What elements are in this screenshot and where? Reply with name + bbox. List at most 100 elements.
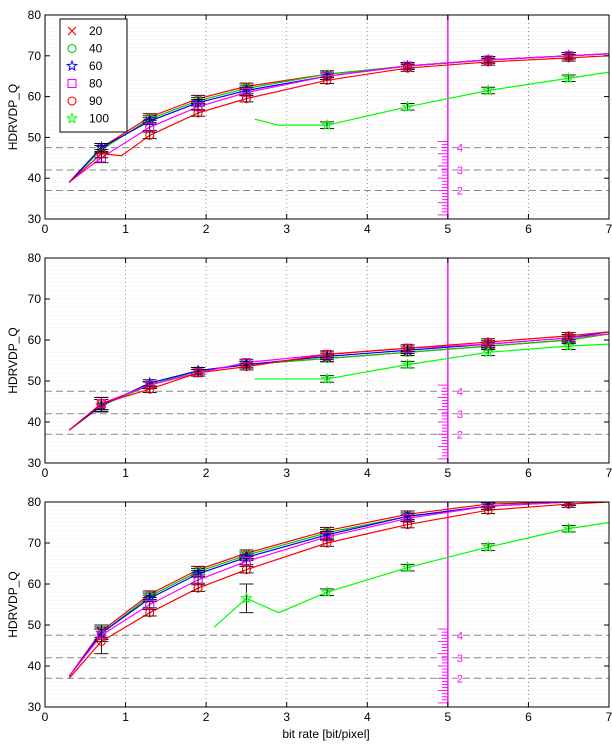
x-tick-label: 2 bbox=[203, 466, 210, 480]
x-tick-label: 6 bbox=[525, 710, 532, 724]
x-tick-label: 5 bbox=[445, 466, 452, 480]
series-100 bbox=[213, 521, 609, 628]
data-point-90 bbox=[322, 75, 332, 85]
data-point-90 bbox=[322, 349, 332, 359]
data-point-100 bbox=[562, 522, 575, 534]
data-point-90 bbox=[193, 368, 203, 378]
x-tick-label: 7 bbox=[606, 222, 612, 236]
x-tick-label: 7 bbox=[606, 710, 612, 724]
axes-frame bbox=[44, 501, 610, 708]
data-point-90 bbox=[96, 149, 106, 159]
y-tick-label: 30 bbox=[28, 456, 42, 470]
x-tick-label: 5 bbox=[445, 710, 452, 724]
data-point-100 bbox=[320, 372, 334, 385]
reference-label-3: 3 bbox=[457, 653, 463, 665]
y-tick-label: 70 bbox=[28, 536, 42, 550]
data-point-90 bbox=[145, 384, 155, 394]
y-tick-label: 70 bbox=[28, 49, 42, 63]
y-tick-label: 60 bbox=[28, 333, 42, 347]
x-tick-label: 7 bbox=[606, 466, 612, 480]
x-tick-label: 3 bbox=[283, 222, 290, 236]
data-point-100 bbox=[320, 118, 334, 131]
series-line-100 bbox=[254, 343, 609, 380]
legend-label-100: 100 bbox=[89, 112, 109, 126]
series-90 bbox=[68, 53, 609, 183]
data-point-90 bbox=[145, 608, 155, 618]
x-tick-label: 0 bbox=[42, 710, 49, 724]
reference-label-2: 2 bbox=[457, 673, 463, 685]
data-point-90 bbox=[96, 636, 106, 646]
y-tick-label: 40 bbox=[28, 659, 42, 673]
data-point-100 bbox=[401, 100, 414, 113]
x-tick-label: 2 bbox=[203, 222, 210, 236]
reference-label-4: 4 bbox=[457, 143, 463, 155]
chart-panel-3: 4 3 2 0 1 2 3 4 5 6 7 30 40 50 60 70 80 HDRVDP_Q bbox=[6, 495, 612, 724]
x-tick-label: 4 bbox=[364, 222, 371, 236]
data-point-90 bbox=[193, 583, 203, 593]
x-tick-label: 5 bbox=[445, 222, 452, 236]
series-line-100 bbox=[213, 521, 609, 628]
legend-marker-40 bbox=[67, 43, 77, 54]
reference-label-4: 4 bbox=[457, 630, 463, 642]
reference-label-3: 3 bbox=[457, 165, 463, 177]
legend-label-20: 20 bbox=[89, 24, 103, 38]
legend-label-60: 60 bbox=[89, 59, 103, 73]
y-tick-label: 70 bbox=[28, 292, 42, 306]
series-line-80 bbox=[68, 53, 609, 183]
legend-label-40: 40 bbox=[89, 42, 103, 56]
reference-label-2: 2 bbox=[457, 185, 463, 197]
y-axis-label: HDRVDP_Q bbox=[6, 327, 20, 393]
data-point-100 bbox=[562, 71, 575, 84]
series-line-80 bbox=[68, 333, 609, 431]
data-point-100 bbox=[562, 339, 575, 352]
y-tick-label: 80 bbox=[28, 495, 42, 509]
y-tick-label: 30 bbox=[28, 700, 42, 714]
data-point-90 bbox=[403, 519, 413, 530]
x-tick-label: 1 bbox=[122, 710, 129, 724]
legend-marker-100 bbox=[65, 112, 79, 124]
data-point-90 bbox=[403, 63, 413, 73]
y-tick-label: 50 bbox=[28, 618, 42, 632]
legend-marker-20 bbox=[67, 26, 77, 36]
series-90 bbox=[68, 502, 609, 679]
data-point-90 bbox=[145, 130, 155, 140]
data-point-100 bbox=[482, 540, 495, 553]
plot-area bbox=[45, 15, 609, 219]
y-tick-label: 60 bbox=[28, 577, 42, 591]
x-tick-label: 1 bbox=[122, 466, 129, 480]
axes-frame bbox=[44, 257, 610, 464]
series-100 bbox=[254, 71, 609, 131]
data-point-90 bbox=[564, 502, 574, 509]
x-tick-label: 6 bbox=[525, 466, 532, 480]
legend-marker-90 bbox=[67, 96, 77, 106]
legend-marker-60 bbox=[65, 59, 79, 72]
y-axis-label: HDRVDP_Q bbox=[6, 84, 20, 150]
x-tick-label: 0 bbox=[42, 466, 49, 480]
data-point-90 bbox=[241, 362, 251, 372]
x-tick-label: 3 bbox=[283, 710, 290, 724]
data-point-100 bbox=[482, 345, 495, 358]
series-group bbox=[68, 331, 609, 431]
y-tick-label: 30 bbox=[28, 212, 42, 226]
y-tick-label: 80 bbox=[28, 8, 42, 22]
series-line-90 bbox=[68, 331, 609, 431]
legend-marker-80 bbox=[67, 78, 77, 89]
y-tick-label: 40 bbox=[28, 415, 42, 429]
data-point-100 bbox=[240, 591, 253, 604]
x-axis-label: bit rate [bit/pixel] bbox=[282, 727, 369, 741]
x-tick-label: 1 bbox=[122, 222, 129, 236]
data-point-90 bbox=[403, 343, 413, 353]
data-point-100 bbox=[401, 561, 414, 573]
legend-label-90: 90 bbox=[89, 94, 103, 108]
data-point-90 bbox=[483, 505, 493, 515]
y-tick-label: 60 bbox=[28, 90, 42, 104]
y-tick-label: 50 bbox=[28, 130, 42, 144]
y-tick-label: 80 bbox=[28, 251, 42, 265]
data-point-90 bbox=[564, 53, 574, 63]
axes-frame bbox=[44, 14, 610, 220]
x-tick-label: 4 bbox=[364, 466, 371, 480]
data-point-90 bbox=[193, 108, 203, 118]
x-tick-label: 3 bbox=[283, 466, 290, 480]
legend: 20 40 60 80 90 100 bbox=[59, 18, 128, 133]
